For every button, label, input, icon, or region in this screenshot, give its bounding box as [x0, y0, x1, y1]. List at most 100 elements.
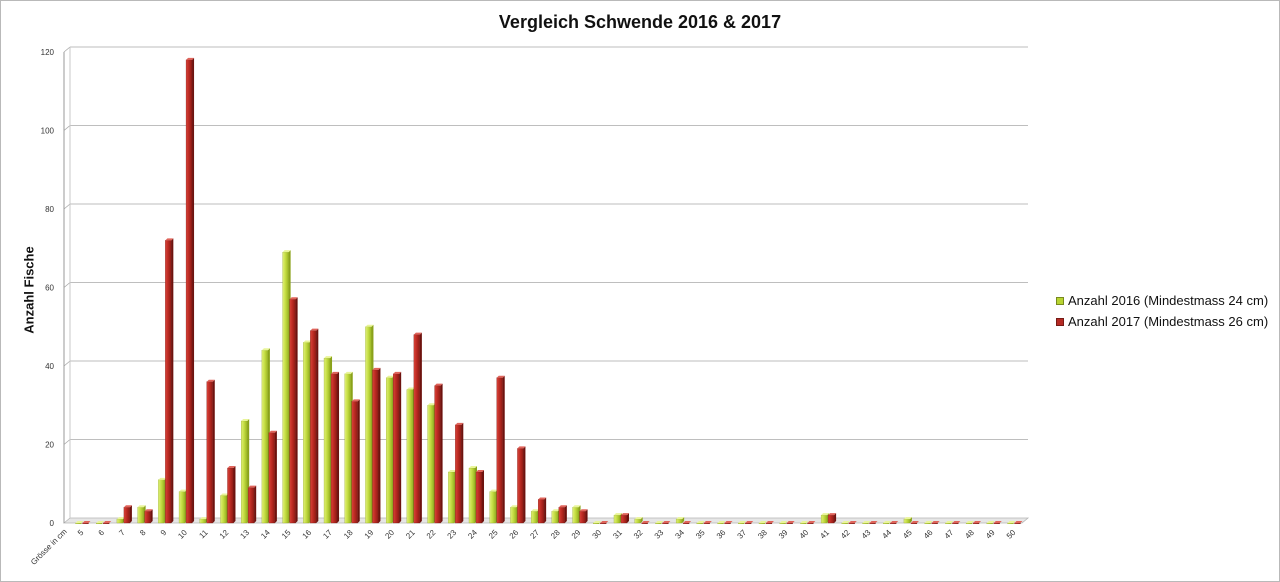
- bar-2017: [848, 521, 857, 524]
- bar-2017: [745, 521, 754, 524]
- bar-top: [476, 469, 485, 472]
- bar-top: [434, 383, 443, 386]
- bar-2016: [344, 371, 353, 524]
- bar-2017: [558, 505, 567, 524]
- x-tick-label: 29: [570, 528, 583, 541]
- bar-top: [807, 521, 816, 523]
- bar-side: [378, 367, 381, 523]
- x-tick-label: 17: [321, 528, 334, 541]
- bar-front: [303, 342, 310, 524]
- bar-2016: [75, 521, 84, 524]
- bar-front: [593, 522, 600, 524]
- bar-top: [1014, 521, 1023, 523]
- bar-2016: [530, 509, 540, 524]
- bar-top: [903, 517, 912, 520]
- bar-front: [765, 522, 773, 524]
- x-tick-label: 35: [694, 528, 707, 541]
- bar-2016: [800, 521, 809, 524]
- bar-2016: [158, 477, 167, 524]
- bar-2017: [827, 513, 837, 524]
- bar-2017: [724, 521, 733, 524]
- bar-side: [502, 375, 505, 523]
- bar-top: [406, 387, 415, 390]
- bar-front: [910, 522, 918, 524]
- bar-front: [372, 369, 379, 524]
- bar-top: [924, 521, 933, 523]
- bar-top: [206, 379, 215, 382]
- bar-top: [696, 521, 705, 523]
- bar-2016: [675, 517, 685, 524]
- bar-top: [538, 497, 547, 500]
- bar-top: [103, 521, 112, 523]
- bar-front: [758, 522, 766, 524]
- bar-top: [786, 521, 795, 523]
- bar-front: [82, 522, 89, 524]
- bar-top: [144, 509, 153, 512]
- x-tick-label: 46: [922, 528, 935, 541]
- bar-top: [910, 521, 919, 523]
- gridline-depth: [63, 439, 71, 445]
- bar-front: [330, 373, 338, 524]
- bar-2016: [717, 521, 726, 524]
- bar-front: [641, 522, 648, 524]
- x-tick-label: 36: [715, 528, 728, 541]
- bar-2017: [703, 521, 712, 524]
- legend: Anzahl 2016 (Mindestmass 24 cm) Anzahl 2…: [1056, 290, 1268, 332]
- bar-front: [551, 511, 559, 524]
- bar-front: [931, 522, 938, 524]
- bar-front: [841, 522, 848, 524]
- gridline-depth: [63, 360, 71, 367]
- bar-front: [261, 350, 269, 524]
- bar-2017: [123, 505, 132, 524]
- bar-front: [185, 59, 193, 524]
- x-tick-label: 11: [197, 528, 210, 541]
- bar-front: [807, 522, 814, 524]
- x-tick-label: 5: [76, 528, 86, 538]
- bar-top: [351, 399, 360, 402]
- x-tick-label: 41: [818, 528, 831, 541]
- bar-2017: [993, 521, 1002, 524]
- bar-side: [523, 446, 526, 523]
- bar-side: [834, 513, 837, 523]
- bar-side: [682, 517, 685, 523]
- x-tick-label: 22: [425, 528, 438, 541]
- bar-2017: [351, 399, 360, 524]
- x-tick-label: 32: [632, 528, 645, 541]
- bar-2017: [206, 379, 215, 524]
- bar-side: [274, 430, 277, 523]
- x-tick-label: 43: [860, 528, 873, 541]
- bar-front: [662, 522, 669, 524]
- bar-2016: [965, 521, 975, 524]
- bar-2017: [869, 521, 878, 524]
- bar-2016: [427, 403, 436, 524]
- bar-top: [869, 521, 878, 523]
- bar-top: [179, 489, 188, 492]
- bar-side: [399, 371, 402, 523]
- bar-front: [406, 389, 414, 524]
- x-tick-label: 40: [798, 528, 811, 541]
- bar-2017: [82, 521, 91, 524]
- bar-top: [945, 521, 954, 523]
- bar-2016: [323, 356, 333, 524]
- bar-top: [393, 371, 402, 374]
- bar-top: [365, 324, 374, 327]
- bar-top: [717, 521, 726, 523]
- bar-2017: [620, 513, 629, 524]
- bar-2016: [510, 505, 519, 524]
- bar-2016: [96, 521, 105, 524]
- bar-front: [965, 522, 973, 524]
- bar-front: [1007, 522, 1014, 524]
- bar-2016: [613, 513, 622, 524]
- x-tick-label: 20: [383, 528, 396, 541]
- x-tick-label: 33: [653, 528, 666, 541]
- bar-top: [952, 521, 961, 523]
- x-tick-label: 45: [901, 528, 914, 541]
- bar-top: [220, 493, 229, 496]
- bar-top: [165, 238, 174, 241]
- bar-2016: [593, 521, 602, 524]
- legend-swatch-2017: [1056, 317, 1064, 326]
- bar-front: [323, 357, 331, 524]
- bar-front: [282, 252, 289, 524]
- x-tick-label: 30: [591, 528, 604, 541]
- bar-front: [696, 522, 703, 524]
